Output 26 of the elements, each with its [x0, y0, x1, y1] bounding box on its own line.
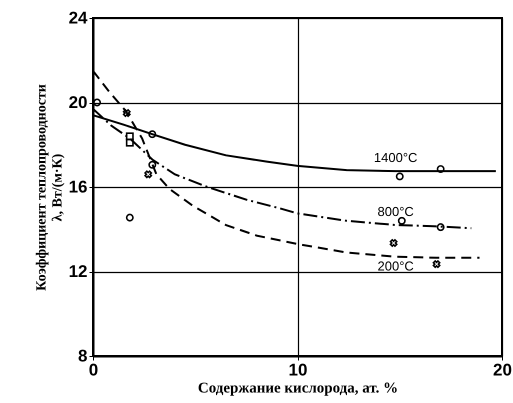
point	[148, 160, 156, 169]
point	[436, 223, 445, 232]
point	[126, 132, 134, 140]
series-label: 800°C	[378, 204, 414, 220]
x-tick-label: 20	[493, 360, 512, 380]
point	[126, 138, 134, 147]
point	[122, 109, 131, 117]
point	[396, 172, 404, 180]
x-axis-title: Содержание кислорода, ат. %	[198, 380, 398, 396]
series-label: 1400°C	[374, 150, 418, 166]
y-tick-label: 8	[78, 346, 88, 366]
y-tick-label: 20	[68, 93, 88, 112]
y-tick-label: 12	[68, 262, 88, 281]
point	[398, 216, 406, 225]
point	[432, 260, 440, 268]
series-label: 200°C	[378, 258, 414, 274]
y-tick-label: 16	[68, 178, 88, 196]
x-tick-label: 10	[288, 360, 308, 380]
y-axis-title: Коэффициент теплопроводности λ, Вт/(м·К)	[34, 84, 66, 291]
x-tick-label: 0	[88, 360, 98, 380]
y-tick-label: 24	[68, 8, 88, 28]
point	[148, 130, 156, 138]
point	[436, 165, 445, 173]
point	[390, 239, 398, 247]
point	[144, 170, 152, 178]
point	[126, 214, 134, 222]
